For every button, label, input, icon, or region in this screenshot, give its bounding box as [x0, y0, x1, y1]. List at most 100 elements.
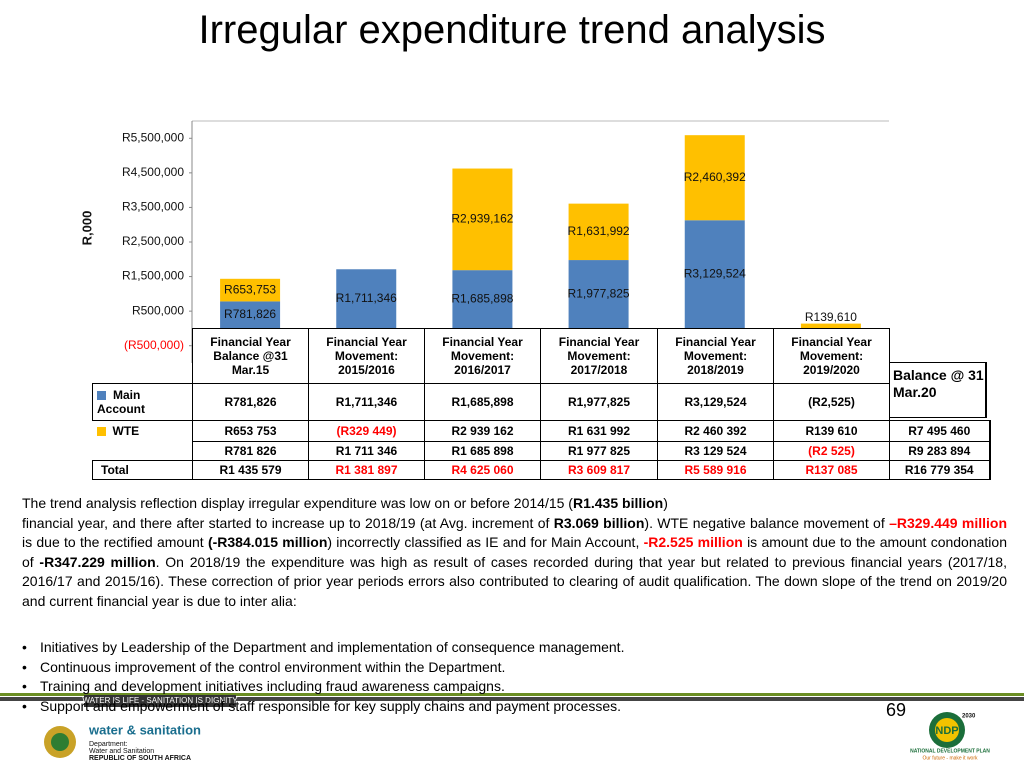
- data-label: R653,753: [224, 282, 276, 296]
- bullet-list: Initiatives by Leadership of the Departm…: [22, 638, 1007, 716]
- table-cell: R1 381 897: [308, 460, 425, 480]
- legend-cell: WTE: [93, 421, 193, 442]
- bullet: Training and development initiatives inc…: [22, 677, 1007, 697]
- table-row: R781 826 R1 711 346 R1 685 898 R1 977 825 R3…: [93, 441, 991, 461]
- paragraph-segment: –R329.449 million: [889, 514, 1008, 531]
- bar-segment: [336, 269, 397, 329]
- table-cell: (R2,525): [773, 383, 890, 421]
- paragraph-segment: . On 2018/19 the expenditure was high as…: [22, 553, 1007, 609]
- legend-label: Main Account: [97, 388, 145, 416]
- table-row: Total R1 435 579 R1 381 897 R4 625 060 R3 60…: [92, 460, 991, 480]
- paragraph-segment: R1.435 billion: [572, 495, 664, 511]
- table-cell: R2 939 162: [424, 420, 541, 442]
- table-cell: R5 589 916: [657, 460, 774, 480]
- ndp-logo: [935, 718, 959, 742]
- y-tick-label: (R500,000): [124, 338, 184, 352]
- ndp-tagline: Our future - make it work: [922, 755, 978, 761]
- legend-swatch: [96, 427, 106, 437]
- legend-swatch: [97, 391, 106, 400]
- paragraph-segment: is due to the rectified amount: [22, 534, 208, 551]
- table-cell: R1 685 898: [424, 441, 541, 461]
- paragraph-segment: is amount due to the amount condonation …: [22, 534, 1007, 570]
- table-cell: (R329 449): [308, 420, 425, 442]
- data-label: R3,129,524: [684, 267, 746, 281]
- category-label: Financial Year Movement: 2018/2019: [657, 328, 774, 384]
- bar-segment: [452, 270, 513, 329]
- data-table: Financial Year Balance @31 Mar.15 Financi…: [92, 328, 991, 480]
- table-cell: R4 625 060: [424, 460, 541, 480]
- data-label: R1,631,992: [568, 224, 630, 238]
- category-label: Financial Year Movement: 2015/2016: [308, 328, 425, 384]
- main-row: Main Account R781,826 R1,711,346 R1,685,898…: [92, 383, 990, 421]
- table-cell: R1,685,898: [424, 383, 541, 421]
- bar-segment: [220, 301, 281, 329]
- table-cell: R139 610: [773, 420, 890, 442]
- bullet: Initiatives by Leadership of the Departm…: [22, 638, 1007, 658]
- category-label: Financial Year Balance @31 Mar.15: [192, 328, 309, 384]
- paragraph-segment: ) incorrectly classified as IE and for M…: [327, 534, 644, 551]
- bullet: Continuous improvement of the control en…: [22, 658, 1007, 678]
- y-tick-label: R2,500,000: [122, 234, 184, 248]
- ndp-year: 2030: [962, 714, 976, 720]
- data-label: R2,460,392: [684, 170, 746, 184]
- table-cell: R781 826: [192, 441, 309, 461]
- balance-header: Balance @ 31 Mar.20: [889, 362, 987, 418]
- y-tick-label: R3,500,000: [122, 200, 184, 214]
- category-label: Financial Year Movement: 2019/2020: [773, 328, 890, 384]
- table-cell: R2 460 392: [657, 420, 774, 442]
- coat-of-arms: [51, 733, 69, 751]
- paragraph-segment: The trend analysis reflection display ir…: [22, 495, 573, 511]
- data-label: R139,610: [805, 310, 857, 324]
- balance-cell: R16 779 354: [889, 460, 991, 480]
- category-label: Financial Year Movement: 2017/2018: [540, 328, 658, 384]
- department: REPUBLIC OF SOUTH AFRICA: [89, 755, 191, 762]
- ndp-name: NATIONAL DEVELOPMENT PLAN: [910, 748, 990, 754]
- table-cell: R1,977,825: [540, 383, 658, 421]
- data-label: R2,939,162: [451, 212, 513, 226]
- brand: water & sanitation: [88, 722, 201, 737]
- paragraph-segment: ). WTE negative balance movement of: [644, 514, 890, 531]
- bar-segment: [684, 135, 745, 221]
- data-label: R1,685,898: [451, 291, 513, 305]
- data-label: R781,826: [224, 307, 276, 321]
- slide-title: Irregular expenditure trend analysis: [198, 8, 826, 52]
- bar-segment: [568, 260, 629, 329]
- table-cell: R653 753: [192, 420, 309, 442]
- header-row: Financial Year Balance @31 Mar.15 Financi…: [93, 328, 990, 384]
- paragraph: The trend analysis reflection display ir…: [22, 494, 1007, 612]
- y-tick-label: R4,500,000: [122, 165, 184, 179]
- table-cell: R3 609 817: [540, 460, 658, 480]
- y-tick-label: R500,000: [132, 303, 184, 317]
- blank-cell: [93, 442, 193, 461]
- data-label: R1,977,825: [568, 286, 630, 300]
- blank-cell: [93, 329, 193, 384]
- page-number: 69: [886, 700, 907, 720]
- ndp-logo-text: NDP: [935, 725, 958, 737]
- bullet: Support and empowerment of staff respons…: [22, 697, 1007, 717]
- department: Department:: [89, 741, 128, 748]
- y-axis-label: R,000: [79, 211, 94, 246]
- balance-cell: R9 283 894: [889, 441, 991, 461]
- table-cell: R1,711,346: [308, 383, 425, 421]
- legend-label: WTE: [112, 424, 140, 439]
- table-cell: R1 711 346: [308, 441, 425, 461]
- balance-cell: R7 495 460: [889, 420, 991, 442]
- table-cell: R1 631 992: [540, 420, 658, 442]
- total-label: Total: [92, 460, 193, 480]
- table-cell: R3,129,524: [657, 383, 774, 421]
- paragraph-segment: -R347.229 million: [39, 553, 156, 570]
- department: Water and Sanitation: [89, 748, 154, 755]
- paragraph-segment: -R2.525 million: [643, 534, 743, 551]
- legend-cell: Main Account: [92, 383, 193, 421]
- bar-segment: [800, 323, 861, 329]
- paragraph-segment: R3.069 billion: [553, 514, 645, 531]
- y-tick-label: R1,500,000: [122, 269, 184, 283]
- paragraph-segment: (-R384.015 million: [207, 534, 328, 551]
- table-row: WTE R653 753 (R329 449) R2 939 162 R1 631 99…: [93, 420, 991, 442]
- data-label: R1,711,346: [336, 291, 397, 305]
- bar-segment: [220, 278, 281, 302]
- table-cell: R137 085: [773, 460, 890, 480]
- bar-segment: [452, 168, 513, 271]
- category-label: Financial Year Movement: 2016/2017: [424, 328, 541, 384]
